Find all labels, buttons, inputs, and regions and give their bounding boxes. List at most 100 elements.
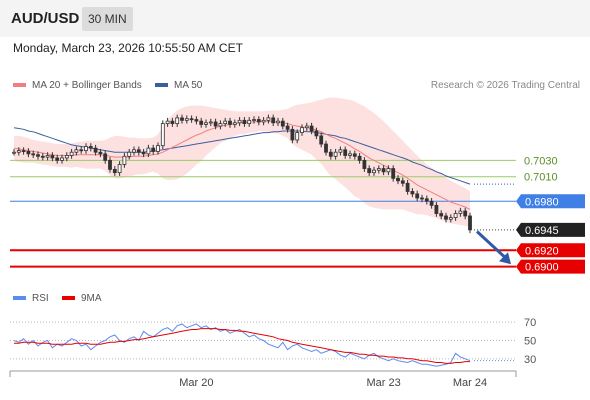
candle-body xyxy=(319,135,324,145)
candle-body xyxy=(463,210,468,217)
legend-rsi-label: RSI xyxy=(32,293,49,304)
candle-body xyxy=(175,117,180,125)
candle-body xyxy=(372,169,376,174)
candle-body xyxy=(458,210,463,214)
legend-rsi: RSI xyxy=(13,293,49,304)
candle-body xyxy=(300,127,304,134)
rsi-ma-swatch xyxy=(62,296,75,301)
candle-body xyxy=(324,143,328,153)
level-label-0.7030: 0.7030 xyxy=(524,155,558,167)
bollinger-band-fill xyxy=(14,97,470,228)
candle-body xyxy=(184,118,189,121)
bollinger-bands xyxy=(14,97,470,228)
level-label-0.7010: 0.7010 xyxy=(524,172,558,184)
candle-body xyxy=(386,168,391,173)
rsi-ma-line xyxy=(14,328,470,364)
candle-body xyxy=(21,150,26,152)
candle-body xyxy=(60,157,64,161)
candle-body xyxy=(12,151,16,154)
candle-body xyxy=(189,118,194,121)
candle-body xyxy=(405,182,410,192)
candle-body xyxy=(400,180,405,184)
forecast-arrow-head xyxy=(499,252,511,265)
legend-rsi-ma: 9MA xyxy=(62,293,102,304)
x-tick-label: Mar 24 xyxy=(453,377,487,389)
candle-body xyxy=(232,122,237,125)
candle-body xyxy=(218,123,223,127)
candle-body xyxy=(333,151,338,157)
candle-body xyxy=(26,150,31,155)
legend-ma50-label: MA 50 xyxy=(174,80,203,91)
level-label-0.6900: 0.6900 xyxy=(525,262,559,274)
timestamp: Monday, March 23, 2026 10:55:50 AM CET xyxy=(13,41,243,55)
timeframe-button[interactable]: 30 MIN xyxy=(82,7,133,31)
candle-body xyxy=(295,132,300,141)
candle-body xyxy=(271,117,276,124)
candle-body xyxy=(314,130,319,137)
candle-body xyxy=(36,154,40,157)
legend-ma50: MA 50 xyxy=(155,80,202,91)
candle-body xyxy=(151,147,156,152)
candle-body xyxy=(50,155,55,159)
candle-body xyxy=(348,153,352,156)
candle-body xyxy=(391,168,396,179)
forecast-arrow-shaft xyxy=(475,230,509,261)
candle-body xyxy=(40,155,45,158)
ma50-swatch xyxy=(155,83,168,88)
candle-body xyxy=(122,155,127,165)
candle-body xyxy=(69,151,74,156)
level-tag-0.6900 xyxy=(516,259,585,274)
candle-body xyxy=(415,193,420,199)
candle-body xyxy=(424,198,429,202)
candle-body xyxy=(31,153,36,156)
candle-body xyxy=(146,147,151,155)
candle-body xyxy=(98,151,103,155)
candle-body xyxy=(194,119,199,122)
symbol-title: AUD/USD xyxy=(11,10,80,27)
level-label-0.6945: 0.6945 xyxy=(525,225,559,237)
candle-body xyxy=(45,155,50,158)
candle-body xyxy=(280,120,285,127)
candle-body xyxy=(199,120,204,125)
level-tag-0.6980 xyxy=(516,194,585,209)
candle-body xyxy=(328,151,333,157)
x-axis: Mar 20 Mar 23 Mar 24 xyxy=(9,370,517,389)
candle-body xyxy=(429,200,434,206)
legend-ma20-bb: MA 20 + Bollinger Bands xyxy=(13,80,142,91)
candle-body xyxy=(396,177,400,182)
candle-body xyxy=(136,149,141,153)
candle-body xyxy=(247,119,252,125)
candle-body xyxy=(439,213,444,217)
forecast-arrow xyxy=(475,230,511,265)
candle-body xyxy=(108,159,112,170)
candle-body xyxy=(170,120,175,125)
rsi-line xyxy=(13,323,471,367)
candle-body xyxy=(208,121,213,124)
rsi-panel: 70 50 30 xyxy=(10,317,536,367)
candle-body xyxy=(252,119,256,121)
candle-body xyxy=(74,149,79,153)
candle-body xyxy=(367,168,372,174)
candle-body xyxy=(160,123,165,147)
candle-body xyxy=(55,157,60,161)
candle-body xyxy=(127,151,132,157)
candle-body xyxy=(448,217,453,220)
candle-body xyxy=(141,151,146,155)
candle-body xyxy=(468,215,472,231)
candle-body xyxy=(256,119,261,123)
legend-ma20-label: MA 20 + Bollinger Bands xyxy=(32,80,142,91)
candle-body xyxy=(453,213,458,219)
candle-body xyxy=(410,191,415,195)
candle-body xyxy=(309,125,314,132)
candle-body xyxy=(338,149,343,153)
candle-body xyxy=(266,117,271,121)
candle-body xyxy=(237,119,242,124)
candle-body xyxy=(103,153,108,161)
candle-body xyxy=(434,204,439,214)
rsi-swatch xyxy=(13,296,26,301)
copyright: Research © 2026 Trading Central xyxy=(430,80,580,91)
candle-body xyxy=(79,149,84,152)
rsi-tick-30: 30 xyxy=(524,354,536,366)
candle-body xyxy=(88,146,93,149)
